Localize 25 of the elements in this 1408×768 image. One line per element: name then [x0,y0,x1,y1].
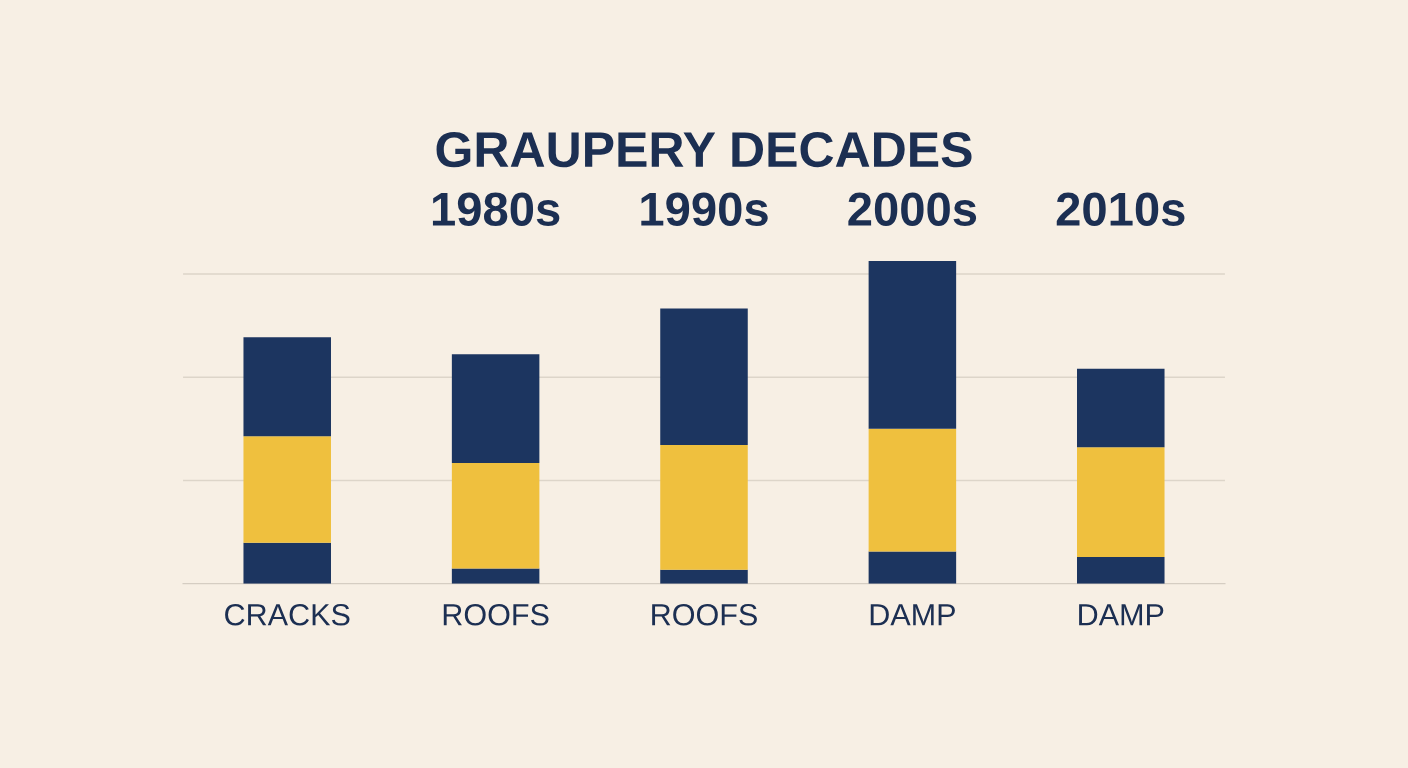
bar [868,551,957,584]
x-tick-label: ROOFS [652,603,757,626]
bar [243,337,331,437]
bar [243,542,331,584]
x-tick-label: CRACKS [225,603,350,626]
bar [868,261,957,429]
bar [1077,368,1165,448]
text: 2010s [1056,192,1185,226]
bar [451,354,540,464]
text: 1990s [641,192,768,226]
bar [660,444,748,570]
chart-title: GRAUPERY DECADES [436,131,972,168]
bar [868,428,957,552]
bar [1077,447,1165,557]
bar [1077,556,1165,584]
x-tick-label: DAMP [1079,604,1164,626]
text: 1980s [432,192,560,226]
bar [451,463,540,569]
bar [243,436,331,543]
bar [660,308,748,445]
bar [451,568,540,584]
bar [660,569,748,584]
text: 2000s [848,192,977,226]
x-tick-label: DAMP [870,604,955,626]
x-tick-label: ROOFS [443,603,549,626]
